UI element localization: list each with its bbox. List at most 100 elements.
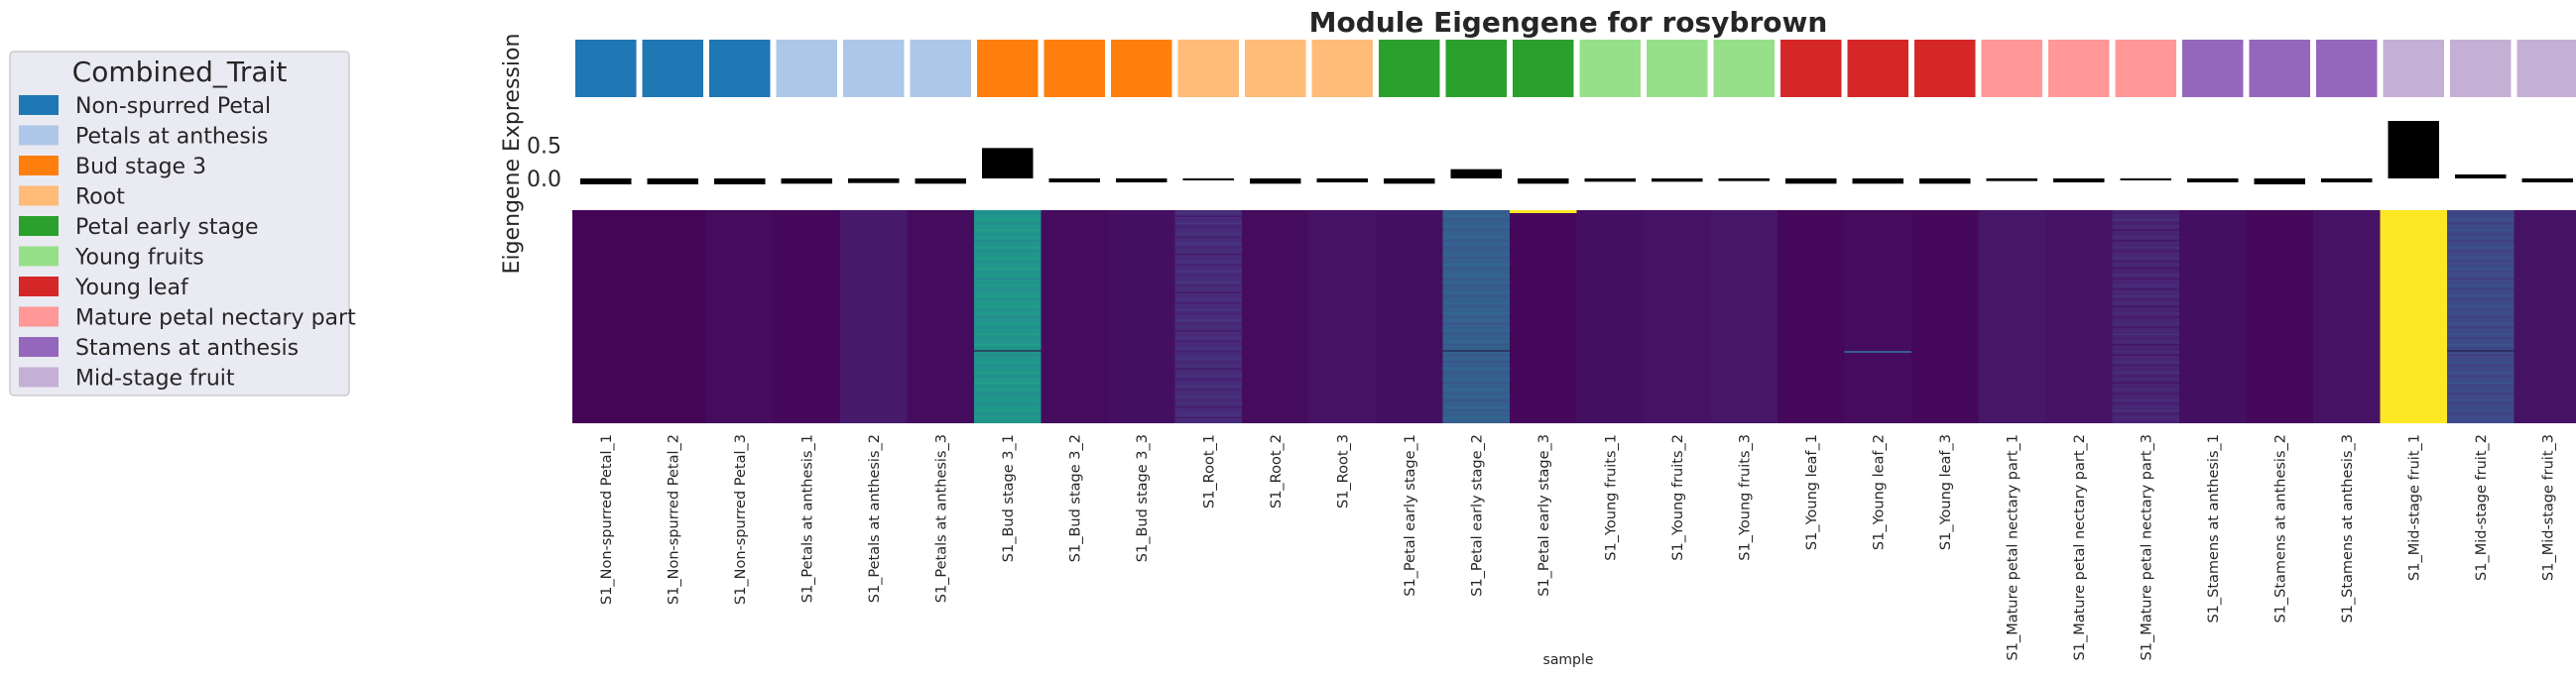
eigengene-bar <box>982 148 1034 178</box>
heatmap-row-stripe <box>974 219 1042 221</box>
legend-swatch <box>19 216 59 236</box>
heatmap-row-stripe <box>2447 271 2515 273</box>
sample-tick-label: S1_Mature petal nectary part_3 <box>2139 434 2154 660</box>
heatmap-row-stripe <box>2112 361 2179 363</box>
sample-tick-label: S1_Mid-stage fruit_1 <box>2406 434 2422 581</box>
legend-label: Bud stage 3 <box>75 155 206 179</box>
eigengene-bar <box>1048 178 1100 182</box>
heatmap-row-stripe <box>2447 316 2515 318</box>
heatmap-row-stripe <box>2447 323 2515 325</box>
heatmap-row-stripe <box>974 389 1042 391</box>
heatmap-row-stripe <box>2112 365 2179 367</box>
heatmap-row-stripe <box>1442 282 1510 283</box>
heatmap-row-stripe <box>1442 268 1510 270</box>
heatmap-column <box>2380 210 2448 423</box>
eigengene-bar <box>1316 178 1368 182</box>
legend-swatch <box>19 306 59 327</box>
heatmap-row-stripe <box>1442 375 1510 377</box>
trait-cell <box>2383 40 2444 97</box>
heatmap-row-stripe <box>1174 247 1242 249</box>
heatmap-row-stripe <box>1442 330 1510 332</box>
heatmap-row-stripe <box>1442 312 1510 314</box>
trait-cell <box>2182 40 2244 97</box>
trait-cell <box>709 40 771 97</box>
heatmap-row-stripe <box>1442 416 1510 418</box>
heatmap-row-stripe <box>2447 222 2515 224</box>
heatmap-row-stripe <box>1174 354 1242 356</box>
sample-tick-label: S1_Stamens at anthesis_1 <box>2206 434 2222 623</box>
sample-tick-label: S1_Bud stage 3_1 <box>1001 434 1017 562</box>
heatmap-row-stripe <box>974 226 1042 228</box>
heatmap-column <box>1576 210 1645 423</box>
heatmap-row-stripe <box>974 215 1042 217</box>
heatmap-row-stripe <box>974 372 1042 374</box>
heatmap-row-stripe <box>1442 309 1510 311</box>
heatmap-row-stripe <box>974 347 1042 349</box>
heatmap-row-stripe <box>1174 250 1242 252</box>
heatmap-row-stripe <box>1442 316 1510 318</box>
trait-cell <box>1177 40 1239 97</box>
heatmap-row-stripe <box>2447 344 2515 346</box>
heatmap-row-stripe <box>2112 309 2179 311</box>
heatmap-row-stripe <box>1174 326 1242 328</box>
eigengene-bar <box>1986 178 2037 181</box>
heatmap-row-stripe <box>974 340 1042 342</box>
heatmap-row-stripe <box>1442 365 1510 367</box>
heatmap-column <box>2514 210 2576 423</box>
heatmap-row-stripe <box>1174 344 1242 346</box>
heatmap-row-stripe <box>2447 247 2515 249</box>
heatmap-row-stripe <box>2447 347 2515 349</box>
heatmap-row-stripe <box>1442 337 1510 339</box>
heatmap-row-stripe <box>2112 333 2179 335</box>
heatmap-row-stripe <box>1174 365 1242 367</box>
heatmap-row-stripe <box>1174 393 1242 395</box>
heatmap-row-stripe <box>1442 236 1510 238</box>
heatmap-row-stripe <box>2112 243 2179 245</box>
sample-tick-label: S1_Petals at anthesis_2 <box>867 434 883 603</box>
heatmap-row-stripe <box>1442 354 1510 356</box>
heatmap-row-stripe <box>2447 396 2515 397</box>
sample-tick-label: S1_Petals at anthesis_3 <box>933 434 949 603</box>
heatmap-row-stripe <box>2112 233 2179 235</box>
eigengene-bar <box>2455 174 2507 178</box>
trait-color-strip <box>575 40 2576 97</box>
heatmap-row-stripe <box>1442 226 1510 228</box>
heatmap-row-stripe <box>974 291 1042 293</box>
heatmap-row-stripe <box>1174 406 1242 408</box>
heatmap-row-stripe <box>1442 243 1510 245</box>
sample-tick-label: S1_Young fruits_2 <box>1670 434 1686 561</box>
trait-cell <box>1379 40 1440 97</box>
sample-tick-label: S1_Petal early stage_2 <box>1469 434 1485 597</box>
heatmap-row-stripe <box>1442 413 1510 415</box>
heatmap-row-stripe <box>1174 240 1242 242</box>
trait-cell <box>2115 40 2176 97</box>
eigengene-bar <box>580 178 632 184</box>
heatmap-row-stripe <box>1442 382 1510 384</box>
heatmap-row-stripe <box>2447 389 2515 391</box>
heatmap-row-stripe <box>1174 226 1242 228</box>
heatmap-row-stripe <box>2112 406 2179 408</box>
heatmap-row-stripe <box>2447 233 2515 235</box>
eigengene-bar <box>1182 178 1234 180</box>
heatmap-row-stripe <box>2112 386 2179 388</box>
heatmap-row-stripe <box>2112 268 2179 270</box>
heatmap-row-stripe <box>2112 368 2179 370</box>
heatmap-row-stripe <box>1442 323 1510 325</box>
heatmap-row-stripe <box>2112 291 2179 293</box>
sample-tick-label: S1_Mid-stage fruit_2 <box>2474 434 2490 581</box>
heatmap-row-stripe <box>1442 326 1510 328</box>
heatmap-row-stripe <box>1174 275 1242 277</box>
heatmap-row-stripe <box>2112 212 2179 214</box>
heatmap-row-stripe <box>974 302 1042 304</box>
eigengene-bar <box>647 178 698 184</box>
heatmap-row-stripe <box>1174 222 1242 224</box>
heatmap-row-stripe <box>1442 358 1510 360</box>
heatmap-row-stripe <box>974 396 1042 397</box>
legend-label: Mature petal nectary part <box>75 306 356 331</box>
heatmap-row-stripe <box>1174 337 1242 339</box>
heatmap-row-stripe <box>1174 254 1242 256</box>
heatmap-row-stripe <box>2112 337 2179 339</box>
heatmap-row-stripe <box>2447 379 2515 381</box>
heatmap-row-stripe <box>2447 358 2515 360</box>
trait-cell <box>910 40 971 97</box>
